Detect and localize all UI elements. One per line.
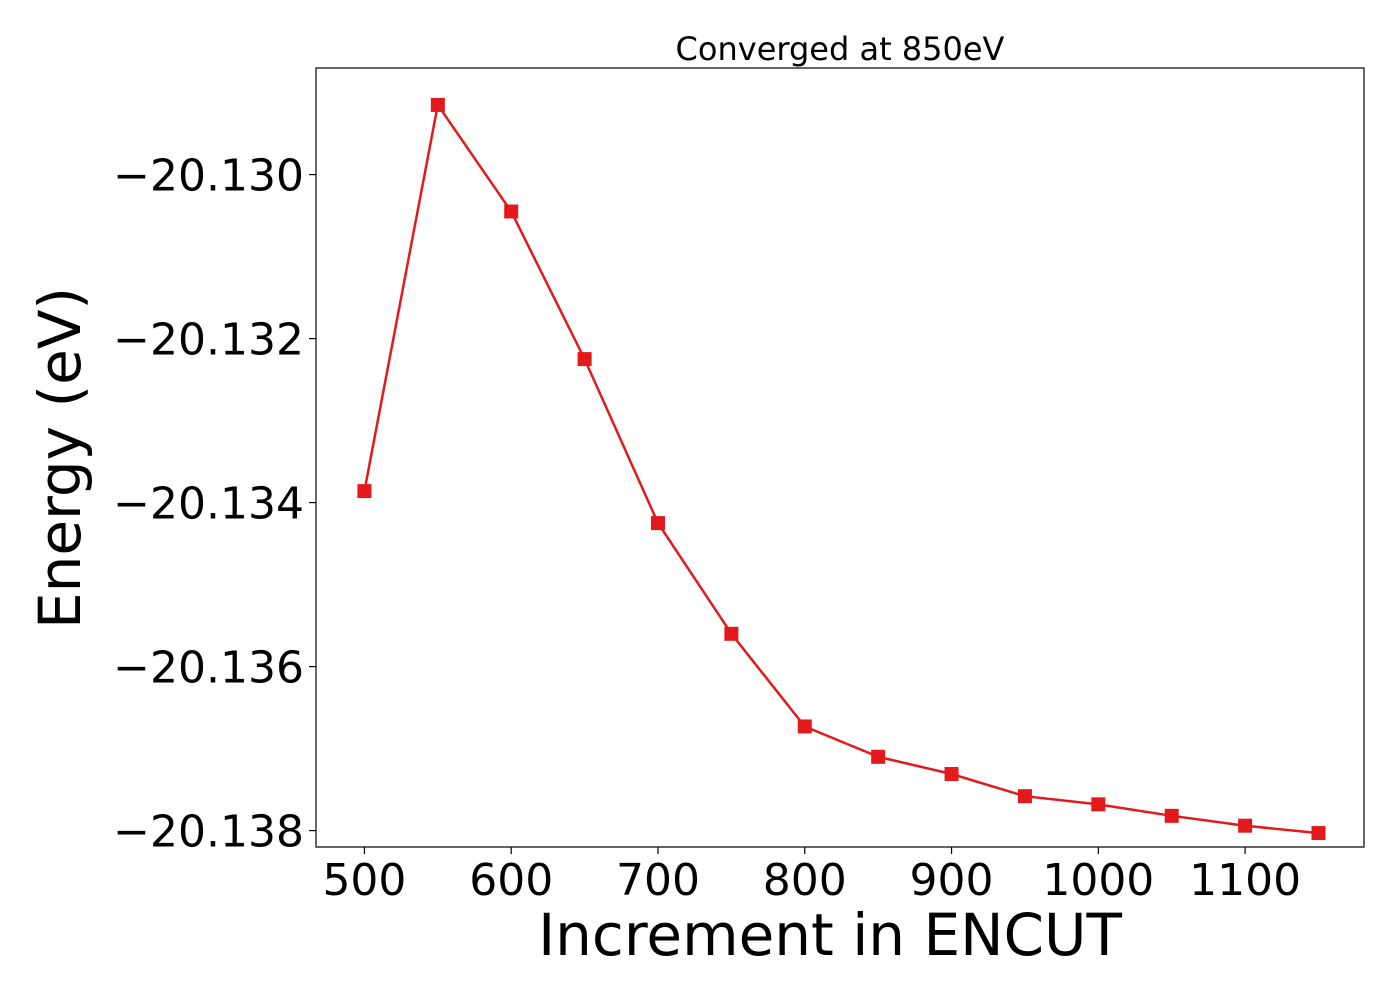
data-point-marker — [577, 352, 592, 367]
y-axis-label: Energy (eV) — [26, 287, 94, 629]
data-point-marker — [430, 97, 445, 112]
plot-frame — [315, 67, 1365, 848]
x-tick-label: 600 — [469, 855, 553, 906]
plot-area — [357, 97, 1326, 841]
data-point-marker — [944, 767, 959, 782]
data-point-marker — [871, 749, 886, 764]
data-point-marker — [724, 626, 739, 641]
y-tick-label: −20.134 — [113, 479, 304, 530]
y-tick-label: −20.136 — [113, 643, 304, 694]
data-point-marker — [797, 719, 812, 734]
x-axis-label: Increment in ENCUT — [538, 901, 1122, 969]
x-tick-label: 900 — [910, 855, 994, 906]
y-tick-label: −20.130 — [113, 151, 304, 202]
y-axis: −20.130 −20.132 −20.134 −20.136 −20.138 — [113, 151, 316, 858]
chart-title: Converged at 850eV — [676, 30, 1005, 68]
data-point-marker — [1311, 826, 1326, 841]
x-tick-label: 1000 — [1042, 855, 1154, 906]
data-point-marker — [1017, 789, 1032, 804]
x-axis: 500 600 700 800 900 1000 1100 — [322, 847, 1301, 906]
x-tick-label: 1100 — [1189, 855, 1301, 906]
data-point-marker — [1164, 808, 1179, 823]
data-point-marker — [1091, 797, 1106, 812]
x-tick-label: 800 — [763, 855, 847, 906]
x-tick-label: 700 — [616, 855, 700, 906]
y-tick-label: −20.132 — [113, 315, 304, 366]
series-line — [363, 101, 1319, 835]
data-point-marker — [650, 516, 665, 531]
data-point-marker — [1238, 818, 1253, 833]
data-point-marker — [504, 204, 519, 219]
y-tick-label: −20.138 — [113, 807, 304, 858]
data-point-marker — [357, 484, 372, 499]
x-tick-label: 500 — [322, 855, 406, 906]
